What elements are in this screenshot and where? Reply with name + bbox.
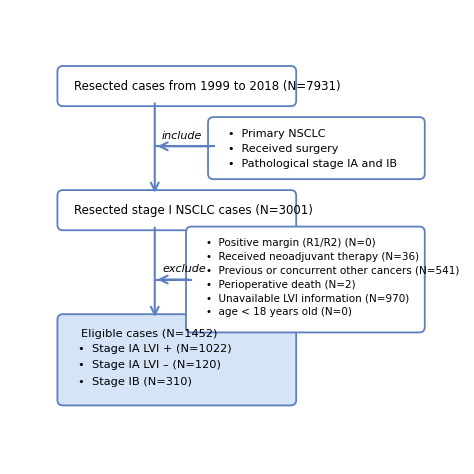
Text: include: include: [162, 131, 202, 141]
Text: •  Perioperative death (N=2): • Perioperative death (N=2): [206, 280, 356, 290]
Text: •  Received surgery: • Received surgery: [228, 144, 338, 154]
FancyBboxPatch shape: [57, 190, 296, 230]
FancyBboxPatch shape: [57, 66, 296, 106]
Text: •  Pathological stage IA and IB: • Pathological stage IA and IB: [228, 159, 397, 169]
Text: •  Primary NSCLC: • Primary NSCLC: [228, 128, 326, 138]
Text: •  Unavailable LVI information (N=970): • Unavailable LVI information (N=970): [206, 293, 410, 303]
FancyBboxPatch shape: [208, 117, 425, 179]
FancyBboxPatch shape: [186, 227, 425, 332]
Text: exclude: exclude: [162, 264, 206, 274]
Text: •  age < 18 years old (N=0): • age < 18 years old (N=0): [206, 307, 352, 318]
Text: •  Received neoadjuvant therapy (N=36): • Received neoadjuvant therapy (N=36): [206, 252, 419, 262]
Text: Resected stage I NSCLC cases (N=3001): Resected stage I NSCLC cases (N=3001): [74, 204, 313, 217]
Text: •  Stage IA LVI – (N=120): • Stage IA LVI – (N=120): [78, 360, 220, 370]
Text: Resected cases from 1999 to 2018 (N=7931): Resected cases from 1999 to 2018 (N=7931…: [74, 80, 340, 92]
Text: Eligible cases (N=1452): Eligible cases (N=1452): [82, 329, 218, 339]
Text: •  Previous or concurrent other cancers (N=541): • Previous or concurrent other cancers (…: [206, 266, 460, 276]
FancyBboxPatch shape: [57, 314, 296, 405]
Text: •  Positive margin (R1/R2) (N=0): • Positive margin (R1/R2) (N=0): [206, 238, 376, 248]
Text: •  Stage IB (N=310): • Stage IB (N=310): [78, 377, 191, 387]
Text: •  Stage IA LVI + (N=1022): • Stage IA LVI + (N=1022): [78, 344, 231, 354]
